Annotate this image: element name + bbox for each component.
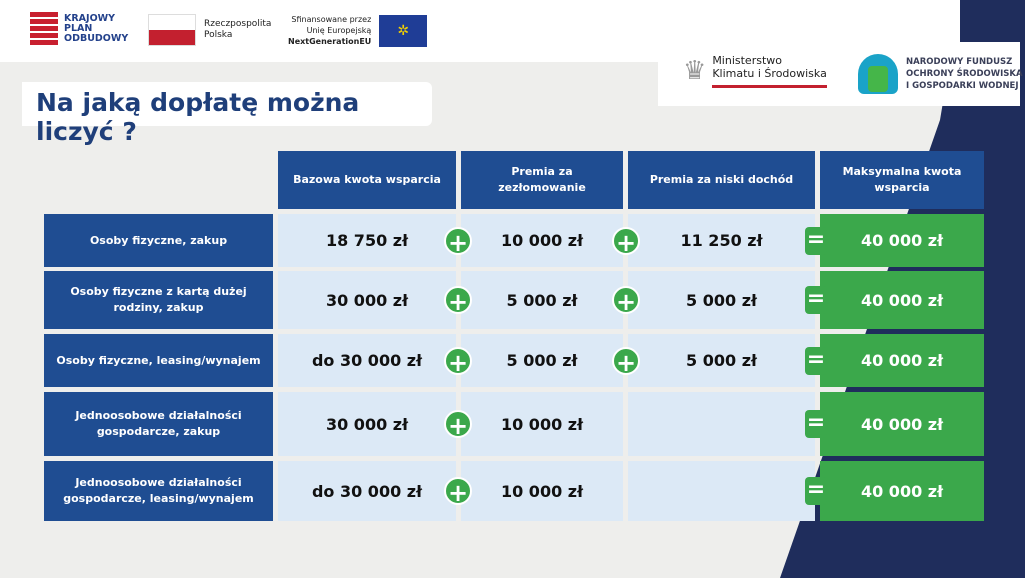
plus-icon: + xyxy=(612,346,640,377)
plus-icon: + xyxy=(612,226,640,257)
equals-icon: = xyxy=(805,226,827,255)
scrap-amount: 10 000 zł xyxy=(461,461,623,521)
row-label: Osoby fizyczne, leasing/wynajem xyxy=(44,334,273,387)
row-label: Jednoosobowe działalności gospodarcze, l… xyxy=(44,461,273,521)
plus-icon: + xyxy=(444,226,472,257)
column-header: Bazowa kwota wsparcia xyxy=(278,151,456,209)
max-amount: 40 000 zł xyxy=(820,334,984,387)
partner-logos xyxy=(658,42,1020,106)
kpo-logo: KRAJOWY PLAN ODBUDOWY xyxy=(30,12,130,46)
income-amount: 5 000 zł xyxy=(628,271,815,329)
equals-icon: = xyxy=(805,477,827,505)
nfosigw-icon xyxy=(858,54,898,94)
scrap-amount: 5 000 zł xyxy=(461,334,623,387)
equals-icon: = xyxy=(805,410,827,438)
page-title: Na jaką dopłatę można liczyć ? xyxy=(36,88,360,146)
max-amount: 40 000 zł xyxy=(820,214,984,267)
max-amount: 40 000 zł xyxy=(820,392,984,456)
title-box: Na jaką dopłatę można liczyć ? xyxy=(22,82,432,146)
base-amount: do 30 000 zł xyxy=(278,461,456,521)
plus-icon: + xyxy=(444,477,472,507)
equals-icon: = xyxy=(805,286,827,314)
income-amount: 5 000 zł xyxy=(628,334,815,387)
base-amount: 18 750 zł xyxy=(278,214,456,267)
base-amount: 30 000 zł xyxy=(278,271,456,329)
column-header: Maksymalna kwota wsparcia xyxy=(820,151,984,209)
ministry-logo: ♛ Ministerstwo Klimatu i Środowiska xyxy=(683,54,827,88)
plus-icon: + xyxy=(612,286,640,316)
eu-flag-icon: ✲ xyxy=(379,14,428,47)
plus-icon: + xyxy=(444,410,472,440)
column-header: Premia za zezłomowanie xyxy=(461,151,623,209)
nfosigw-logo: NARODOWY FUNDUSZ OCHRONY ŚRODOWISKA I GOSP… xyxy=(858,54,1023,94)
column-header: Premia za niski dochód xyxy=(628,151,815,209)
kpo-icon xyxy=(30,12,58,46)
eu-logo: Sfinansowane przez Unię Europejską NextGen… xyxy=(288,14,428,47)
equals-icon: = xyxy=(805,346,827,375)
base-amount: do 30 000 zł xyxy=(278,334,456,387)
max-amount: 40 000 zł xyxy=(820,461,984,521)
row-label: Osoby fizyczne, zakup xyxy=(44,214,273,267)
rp-logo: Rzeczpospolita Polska xyxy=(148,14,274,46)
row-label: Osoby fizyczne z kartą dużej rodziny, za… xyxy=(44,271,273,329)
row-label: Jednoosobowe działalności gospodarcze, z… xyxy=(44,392,273,456)
income-amount: 11 250 zł xyxy=(628,214,815,267)
scrap-amount: 5 000 zł xyxy=(461,271,623,329)
base-amount: 30 000 zł xyxy=(278,392,456,456)
plus-icon: + xyxy=(444,286,472,316)
plus-icon: + xyxy=(444,346,472,377)
income-amount xyxy=(628,461,815,521)
poland-flag-icon xyxy=(148,14,196,46)
scrap-amount: 10 000 zł xyxy=(461,392,623,456)
eagle-icon: ♛ xyxy=(683,56,707,86)
scrap-amount: 10 000 zł xyxy=(461,214,623,267)
max-amount: 40 000 zł xyxy=(820,271,984,329)
income-amount xyxy=(628,392,815,456)
